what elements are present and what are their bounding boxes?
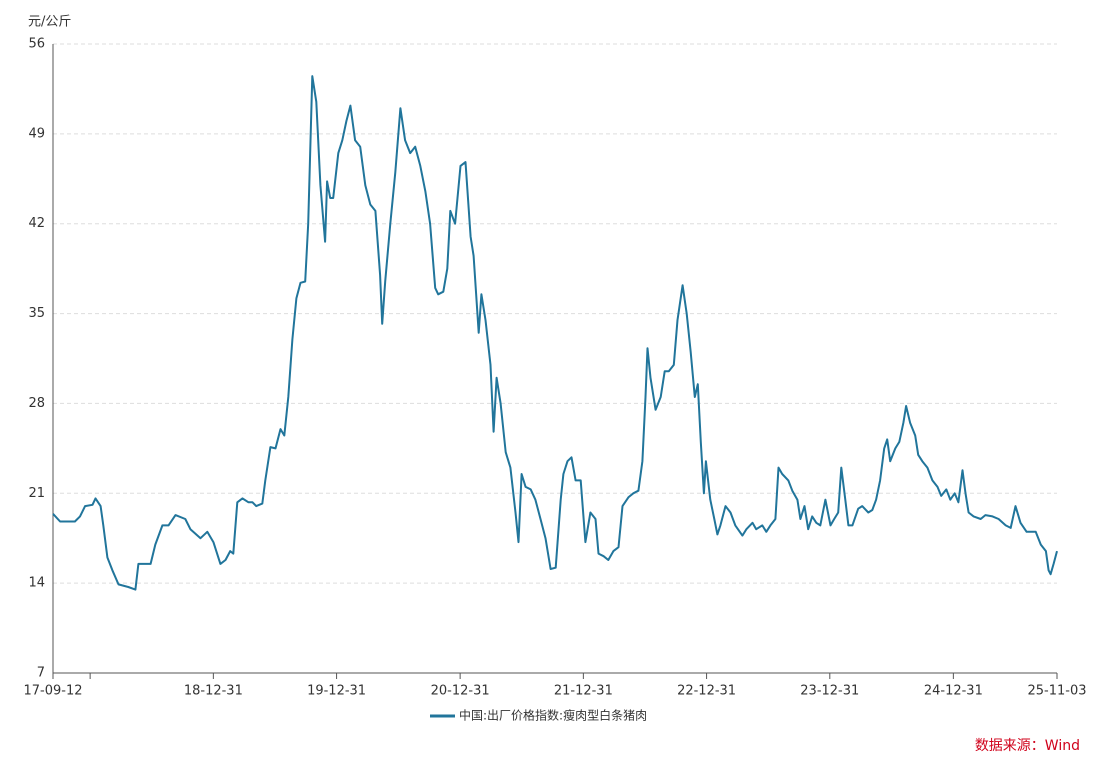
x-tick-label: 20-12-31 <box>431 684 490 699</box>
x-tick-label: 22-12-31 <box>677 684 736 699</box>
source-note: 数据来源：Wind <box>975 738 1080 754</box>
x-tick-label: 23-12-31 <box>800 684 859 699</box>
x-tick-label: 24-12-31 <box>924 684 983 699</box>
y-tick-label: 28 <box>28 396 45 411</box>
y-tick-label: 7 <box>37 666 45 681</box>
x-tick-label: 17-09-12 <box>23 684 82 699</box>
x-tick-label: 18-12-31 <box>184 684 243 699</box>
line-series <box>52 75 1058 591</box>
y-tick-label: 21 <box>28 486 45 501</box>
x-tick-label: 25-11-03 <box>1027 684 1086 699</box>
x-tick-label: 21-12-31 <box>554 684 613 699</box>
y-tick-label: 56 <box>28 37 45 52</box>
y-tick-label: 35 <box>28 306 45 321</box>
x-tick-label: 19-12-31 <box>307 684 366 699</box>
y-tick-label: 49 <box>28 126 45 141</box>
y-tick-label: 14 <box>28 576 45 591</box>
legend-label: 中国:出厂价格指数:瘦肉型白条猪肉 <box>459 708 647 723</box>
y-axis-unit: 元/公斤 <box>28 15 71 30</box>
y-tick-label: 42 <box>28 216 45 231</box>
